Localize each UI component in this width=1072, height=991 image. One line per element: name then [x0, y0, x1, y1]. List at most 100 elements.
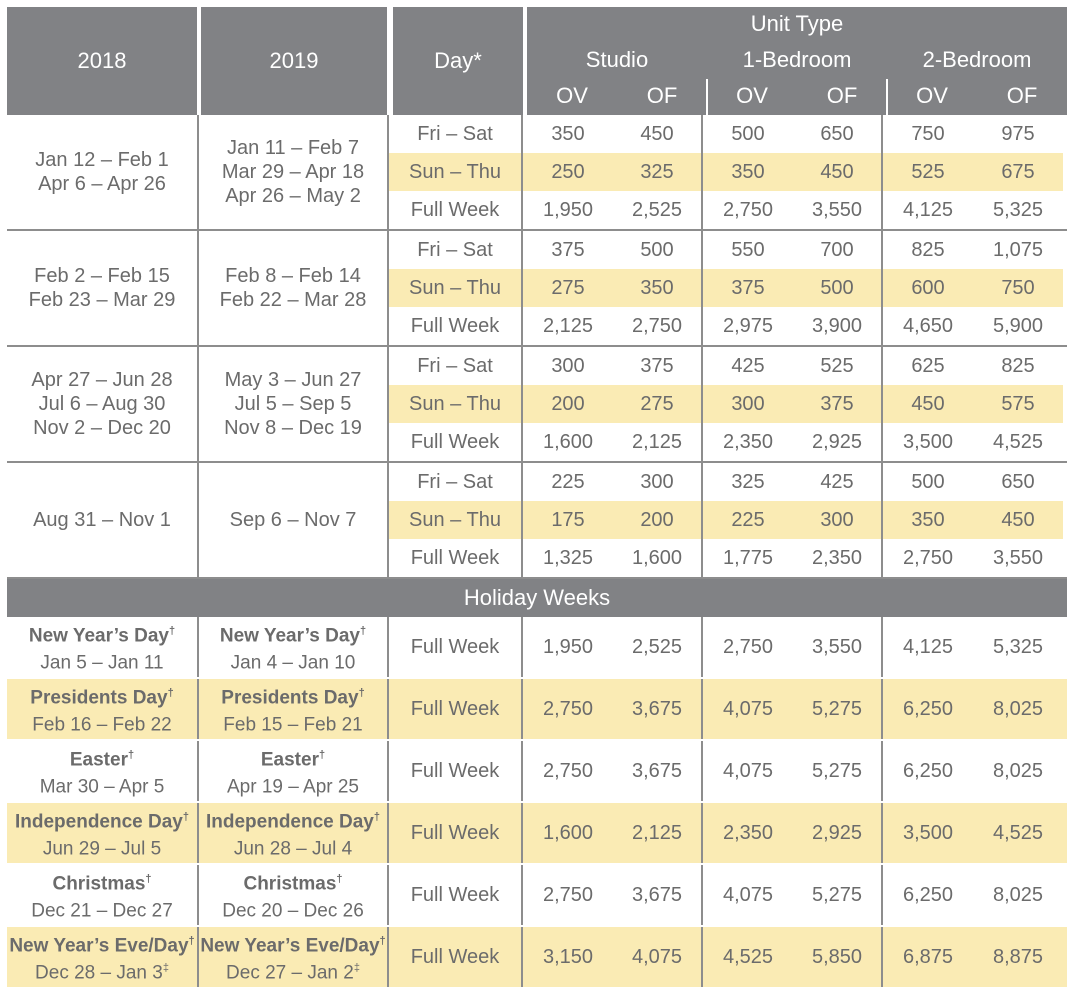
- dagger-mark: †: [182, 810, 189, 823]
- holiday-row: Independence Day† Jun 29 – Jul 5 Independe…: [7, 803, 1067, 865]
- holiday-name: Easter†: [70, 744, 134, 771]
- one-bedroom-ov-value: 375: [703, 269, 793, 307]
- studio-of-header: OF: [646, 83, 678, 108]
- studio-of-value: 1,600: [613, 539, 703, 577]
- season-dates-2019: Sep 6 – Nov 7: [199, 463, 389, 577]
- holiday-2018: New Year’s Eve/Day† Dec 28 – Jan 3‡: [7, 927, 199, 987]
- studio-of-value: 4,075: [613, 927, 703, 987]
- two-bedroom-header: 2-Bedroom: [922, 47, 1032, 72]
- studio-ov-value: 175: [523, 501, 613, 539]
- season-rows: Jan 12 – Feb 1 Apr 6 – Apr 26 Jan 11 – Feb…: [7, 115, 1067, 579]
- date-range: Mar 29 – Apr 18: [221, 161, 365, 183]
- studio-ov-value: 1,950: [542, 198, 594, 221]
- dagger-mark: †: [336, 872, 343, 885]
- holiday-date-range: Apr 19 – Apr 25: [226, 776, 360, 798]
- date-range: Jul 5 – Sep 5: [234, 393, 352, 415]
- day-label: Full Week: [389, 679, 523, 739]
- holiday-date-range: Jan 4 – Jan 10: [230, 652, 356, 674]
- studio-ov-value: 350: [551, 122, 585, 145]
- season-group: Aug 31 – Nov 1 Sep 6 – Nov 7 Fri – Sat 225 3…: [7, 463, 1067, 579]
- holiday-2019: Christmas† Dec 20 – Dec 26: [199, 865, 389, 925]
- studio-of-value: 2,125: [613, 803, 703, 863]
- studio-ov-value: 275: [523, 269, 613, 307]
- studio-ov-value: 3,150: [542, 945, 594, 968]
- one-bedroom-ov-header: OV: [736, 83, 768, 108]
- day-label: Full Week: [389, 191, 523, 229]
- two-bedroom-ov-value: 450: [883, 385, 973, 423]
- season-dates-2019: Jan 11 – Feb 7 Mar 29 – Apr 18 Apr 26 – Ma…: [199, 115, 389, 229]
- holiday-date-range: Jun 28 – Jul 4: [233, 838, 353, 860]
- holiday-date-range: Dec 27 – Jan 2: [226, 962, 354, 984]
- one-bedroom-ov-value: 2,750: [722, 635, 774, 658]
- date-range: Jan 12 – Feb 1: [35, 149, 169, 171]
- one-bedroom-header: 1-Bedroom: [742, 47, 852, 72]
- unit-divider: [706, 79, 708, 115]
- one-bedroom-ov-value: 225: [703, 501, 793, 539]
- header-2019: 2019: [201, 7, 387, 115]
- two-bedroom-ov-value: 350: [883, 501, 973, 539]
- holiday-name-text: Presidents Day: [221, 687, 359, 708]
- holiday-name: Independence Day†: [15, 806, 189, 833]
- dagger-mark: †: [318, 748, 326, 761]
- two-bedroom-ov-value: 825: [911, 238, 945, 261]
- holiday-name-text: Christmas: [243, 873, 337, 894]
- day-label: Full Week: [389, 741, 523, 801]
- holiday-date-range: Feb 15 – Feb 21: [223, 714, 363, 736]
- day-label: Full Week: [389, 927, 523, 987]
- day-label: Full Week: [389, 307, 523, 345]
- one-bedroom-ov-value: 1,775: [722, 546, 774, 569]
- two-bedroom-ov-value: 4,650: [902, 314, 954, 337]
- one-bedroom-of-value: 700: [793, 231, 883, 269]
- two-bedroom-ov-value: 600: [883, 269, 973, 307]
- holiday-row: New Year’s Day† Jan 5 – Jan 11 New Year’s …: [7, 617, 1067, 679]
- holiday-dates: Feb 15 – Feb 21: [223, 709, 362, 736]
- two-bedroom-ov-value: 625: [911, 354, 945, 377]
- two-bedroom-ov-value: 6,875: [902, 945, 954, 968]
- day-label: Fri – Sat: [389, 347, 523, 385]
- one-bedroom-of-value: 300: [793, 501, 883, 539]
- studio-of-value: 375: [613, 347, 703, 385]
- holiday-row: New Year’s Eve/Day† Dec 28 – Jan 3‡ New Ye…: [7, 927, 1067, 989]
- one-bedroom-of-value: 3,550: [793, 191, 883, 229]
- two-bedroom-of-value: 3,550: [992, 546, 1044, 569]
- holiday-dates: Jun 28 – Jul 4: [234, 833, 352, 860]
- holiday-name-text: Independence Day: [14, 811, 183, 832]
- dagger-mark: †: [379, 934, 386, 947]
- holiday-name: New Year’s Eve/Day†: [9, 930, 194, 957]
- holiday-dates: Jan 4 – Jan 10: [231, 647, 356, 674]
- date-range: Apr 27 – Jun 28: [31, 369, 173, 391]
- one-bedroom-of-value: 2,925: [793, 423, 883, 461]
- date-range: Jan 11 – Feb 7: [227, 137, 359, 159]
- two-bedroom-of-value: 8,025: [992, 883, 1044, 906]
- holiday-name: New Year’s Day†: [220, 620, 366, 647]
- unit-divider: [886, 79, 888, 115]
- one-bedroom-ov-value: 500: [731, 122, 765, 145]
- one-bedroom-ov-value: 4,075: [722, 759, 774, 782]
- date-range: Nov 2 – Dec 20: [33, 417, 171, 439]
- date-range: May 3 – Jun 27: [224, 369, 362, 391]
- studio-header: Studio: [585, 47, 649, 72]
- holiday-dates: Jan 5 – Jan 11: [40, 647, 163, 674]
- day-label: Fri – Sat: [389, 115, 523, 153]
- studio-of-value: 350: [613, 269, 703, 307]
- date-range: Nov 8 – Dec 19: [224, 417, 362, 439]
- one-bedroom-ov-value: 350: [703, 153, 793, 191]
- holiday-dates: Dec 27 – Jan 2‡: [226, 957, 360, 984]
- two-bedroom-of-value: 1,075: [992, 238, 1044, 261]
- studio-ov-value: 250: [523, 153, 613, 191]
- season-dates-2019: May 3 – Jun 27 Jul 5 – Sep 5 Nov 8 – Dec 1…: [199, 347, 389, 461]
- holiday-name-text: Easter: [260, 749, 319, 770]
- double-dagger-mark: ‡: [162, 962, 169, 974]
- day-label: Full Week: [389, 423, 523, 461]
- day-label: Sun – Thu: [389, 269, 523, 307]
- holiday-2019: Presidents Day† Feb 15 – Feb 21: [199, 679, 389, 739]
- holiday-2019: Easter† Apr 19 – Apr 25: [199, 741, 389, 801]
- studio-of-value: 3,675: [613, 865, 703, 925]
- two-bedroom-of-value: 5,325: [992, 198, 1044, 221]
- one-bedroom-ov-value: 4,525: [722, 945, 774, 968]
- two-bedroom-of-value: 750: [973, 269, 1063, 307]
- holiday-dates: Apr 19 – Apr 25: [227, 771, 359, 798]
- season-dates-2018: Jan 12 – Feb 1 Apr 6 – Apr 26: [7, 115, 199, 229]
- two-bedroom-ov-value: 525: [883, 153, 973, 191]
- holiday-name: Easter†: [261, 744, 325, 771]
